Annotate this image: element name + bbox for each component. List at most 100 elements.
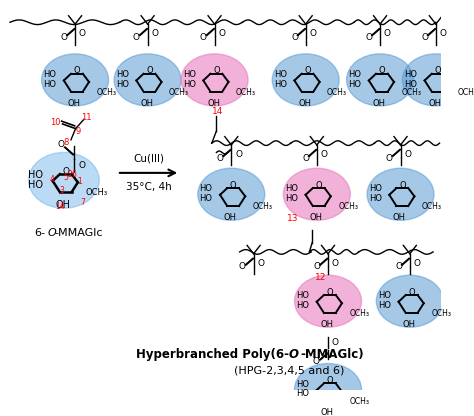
- Text: 10: 10: [50, 118, 60, 126]
- Text: HO: HO: [285, 194, 298, 203]
- Text: 1: 1: [77, 177, 82, 186]
- Text: O: O: [384, 29, 391, 38]
- Ellipse shape: [272, 54, 339, 106]
- Text: O: O: [332, 259, 339, 267]
- Text: HO: HO: [369, 194, 382, 203]
- Text: O: O: [213, 67, 220, 75]
- Text: OH: OH: [393, 213, 406, 222]
- Text: 14: 14: [212, 107, 223, 116]
- Text: O: O: [379, 67, 385, 75]
- Text: O: O: [395, 262, 402, 271]
- Text: 5: 5: [64, 173, 68, 182]
- Ellipse shape: [367, 168, 434, 220]
- Text: OH: OH: [55, 201, 71, 210]
- Text: HO: HO: [369, 184, 382, 193]
- Text: 4: 4: [49, 175, 54, 184]
- Text: HO: HO: [183, 80, 196, 89]
- Text: HO: HO: [296, 301, 310, 310]
- Text: 14: 14: [55, 203, 64, 211]
- Text: HO: HO: [200, 184, 213, 193]
- Ellipse shape: [376, 275, 443, 327]
- Text: O: O: [313, 262, 320, 271]
- Text: -MMAGlc): -MMAGlc): [300, 348, 364, 361]
- Text: O: O: [151, 29, 158, 38]
- Text: O: O: [235, 150, 242, 159]
- Text: O: O: [302, 154, 309, 163]
- Text: Cu(III): Cu(III): [133, 154, 164, 164]
- Text: OH: OH: [207, 99, 220, 108]
- Text: HO: HO: [285, 184, 298, 193]
- Text: OCH₃: OCH₃: [457, 88, 474, 97]
- Text: O: O: [47, 228, 56, 238]
- Text: O: O: [421, 32, 428, 42]
- Text: 9: 9: [76, 127, 81, 136]
- Text: HO: HO: [296, 291, 310, 300]
- Text: HO: HO: [274, 70, 287, 79]
- Text: HO: HO: [28, 180, 44, 190]
- Text: O: O: [73, 67, 80, 75]
- Text: 11: 11: [82, 113, 92, 122]
- Text: 12: 12: [315, 272, 326, 282]
- Text: 7: 7: [80, 198, 85, 207]
- Ellipse shape: [346, 54, 413, 106]
- Ellipse shape: [283, 168, 350, 220]
- Text: OCH₃: OCH₃: [401, 88, 421, 97]
- Text: OCH₃: OCH₃: [431, 309, 451, 318]
- Text: O: O: [57, 140, 64, 149]
- Text: O: O: [289, 348, 299, 361]
- Text: OCH₃: OCH₃: [96, 88, 117, 97]
- Text: O: O: [408, 288, 415, 297]
- Ellipse shape: [402, 54, 469, 106]
- Text: O: O: [78, 161, 85, 170]
- Text: HO: HO: [378, 291, 391, 300]
- Text: O: O: [218, 29, 225, 38]
- Text: OH: OH: [320, 408, 334, 416]
- Text: HO: HO: [404, 80, 417, 89]
- Text: O: O: [200, 32, 207, 42]
- Text: OCH₃: OCH₃: [349, 398, 369, 406]
- Text: 35°C, 4h: 35°C, 4h: [126, 182, 172, 192]
- Text: O: O: [146, 67, 153, 75]
- Text: HO: HO: [348, 70, 361, 79]
- Text: OCH₃: OCH₃: [422, 202, 442, 211]
- Text: HO: HO: [44, 70, 56, 79]
- Text: HO: HO: [28, 170, 44, 180]
- Text: OH: OH: [310, 213, 322, 222]
- Ellipse shape: [294, 364, 362, 416]
- Text: (HPG-2,3,4,5 and 6): (HPG-2,3,4,5 and 6): [234, 366, 344, 376]
- Text: HO: HO: [404, 70, 417, 79]
- Text: O: O: [320, 150, 328, 159]
- Text: 2: 2: [68, 171, 73, 179]
- Text: 6: 6: [71, 170, 76, 179]
- Text: O: O: [332, 338, 339, 347]
- Text: O: O: [217, 154, 224, 163]
- Text: O: O: [404, 150, 411, 159]
- Text: O: O: [291, 32, 298, 42]
- Text: OCH₃: OCH₃: [253, 202, 273, 211]
- Text: 8: 8: [64, 138, 69, 147]
- Text: OH: OH: [224, 213, 237, 222]
- Text: 13: 13: [287, 214, 299, 223]
- Text: OCH₃: OCH₃: [349, 309, 369, 318]
- Text: HO: HO: [274, 80, 287, 89]
- Text: O: O: [133, 32, 140, 42]
- Text: OCH₃: OCH₃: [169, 88, 189, 97]
- Text: HO: HO: [116, 70, 129, 79]
- Text: HO: HO: [378, 301, 391, 310]
- Text: O: O: [310, 29, 317, 38]
- Text: HO: HO: [200, 194, 213, 203]
- Text: O: O: [239, 262, 246, 271]
- Text: O: O: [434, 67, 441, 75]
- Text: O: O: [399, 181, 406, 190]
- Text: OCH₃: OCH₃: [85, 188, 108, 197]
- Ellipse shape: [294, 275, 362, 327]
- Text: O: O: [60, 32, 67, 42]
- Text: OH: OH: [140, 99, 153, 108]
- Text: Hyperbranched Poly(6-: Hyperbranched Poly(6-: [136, 348, 289, 361]
- Text: HO: HO: [296, 389, 310, 398]
- Text: HO: HO: [296, 380, 310, 389]
- Text: O: O: [312, 357, 319, 366]
- Text: O: O: [257, 259, 264, 267]
- Ellipse shape: [42, 54, 109, 106]
- Ellipse shape: [181, 54, 248, 106]
